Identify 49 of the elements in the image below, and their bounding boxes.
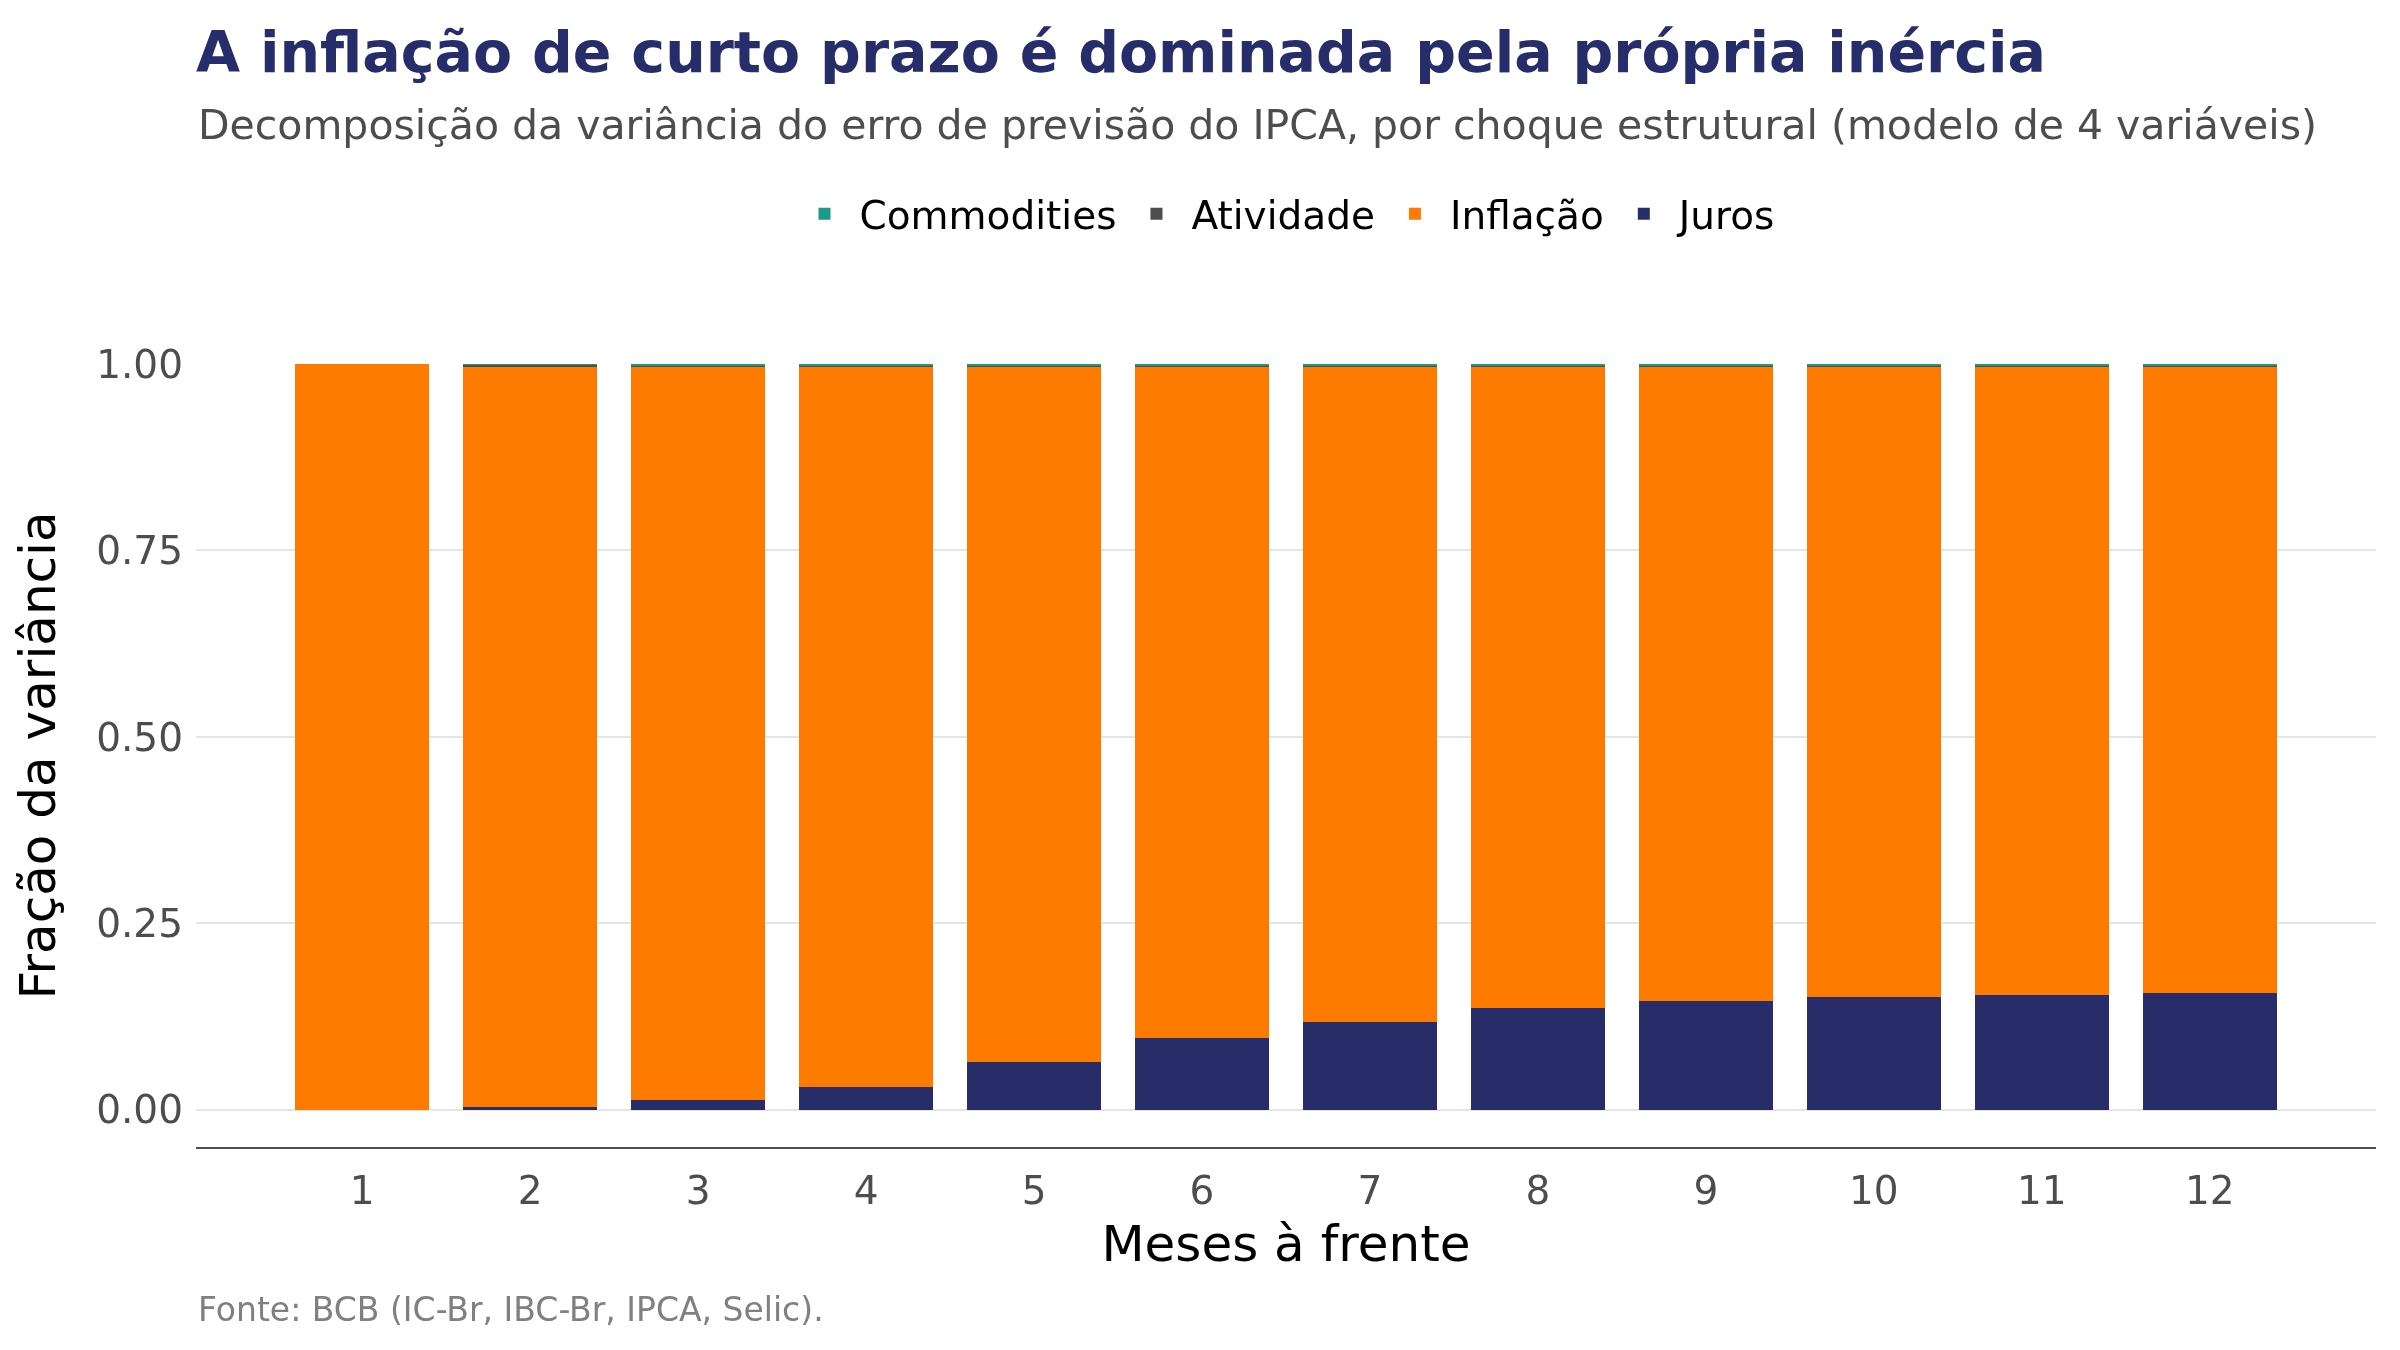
x-tick-label: 9	[1693, 1167, 1719, 1213]
bar	[463, 366, 598, 1107]
x-axis-title: Meses à frente	[1101, 1214, 1471, 1273]
bar	[1806, 997, 1942, 1110]
bar	[2142, 366, 2277, 994]
bar	[463, 1106, 598, 1110]
bar	[1134, 366, 1270, 1039]
bar	[630, 366, 766, 1101]
bar	[1470, 1008, 1606, 1110]
legend-label: Commodities	[859, 193, 1117, 239]
legend-label: Juros	[1675, 193, 1775, 239]
x-tick-label: 1	[349, 1167, 375, 1213]
x-tick-label: 11	[2016, 1167, 2067, 1213]
x-tick-label: 10	[1849, 1167, 1899, 1213]
bar	[798, 1086, 934, 1110]
bar	[1806, 366, 1942, 998]
source-note: Fonte: BCB (IC-Br, IBC-Br, IPCA, Selic).	[198, 1290, 824, 1329]
y-tick-label: 1.00	[96, 341, 183, 387]
bar	[2142, 993, 2277, 1110]
x-tick-label: 12	[2184, 1167, 2235, 1213]
x-tick-label: 2	[517, 1167, 543, 1213]
bar	[295, 364, 430, 1110]
x-tick-label: 8	[1525, 1167, 1551, 1213]
bar	[1134, 1038, 1270, 1110]
bar	[966, 1061, 1102, 1110]
bar	[1974, 994, 2109, 1110]
legend-label: Atividade	[1191, 193, 1375, 239]
x-tick-label: 5	[1021, 1167, 1047, 1213]
bar	[1638, 1000, 1774, 1110]
bar	[1974, 366, 2109, 995]
y-tick-label: 0.50	[96, 714, 183, 760]
bar	[1470, 366, 1606, 1009]
y-tick-label: 0.75	[96, 528, 183, 574]
x-tick-label: 6	[1189, 1167, 1215, 1213]
y-tick-label: 0.25	[96, 900, 183, 946]
chart-title: A inflação de curto prazo é dominada pela própria inércia	[196, 18, 2046, 85]
bar	[798, 366, 934, 1087]
x-tick-label: 4	[853, 1167, 879, 1213]
bar	[630, 1100, 766, 1110]
x-tick-label: 7	[1357, 1167, 1383, 1213]
bar	[966, 366, 1102, 1062]
chart-subtitle: Decomposição da variância do erro de previsão do IPCA, por choque estrutural (modelo de 4 variáveis)	[198, 101, 2318, 149]
y-axis-title: Fração da variância	[9, 511, 68, 1000]
bar	[1302, 1021, 1438, 1110]
legend-label: Inflação	[1449, 193, 1604, 239]
bar	[1302, 366, 1438, 1022]
x-tick-label: 3	[685, 1167, 711, 1213]
y-tick-label: 0.00	[96, 1087, 183, 1133]
bar	[1638, 366, 1774, 1001]
